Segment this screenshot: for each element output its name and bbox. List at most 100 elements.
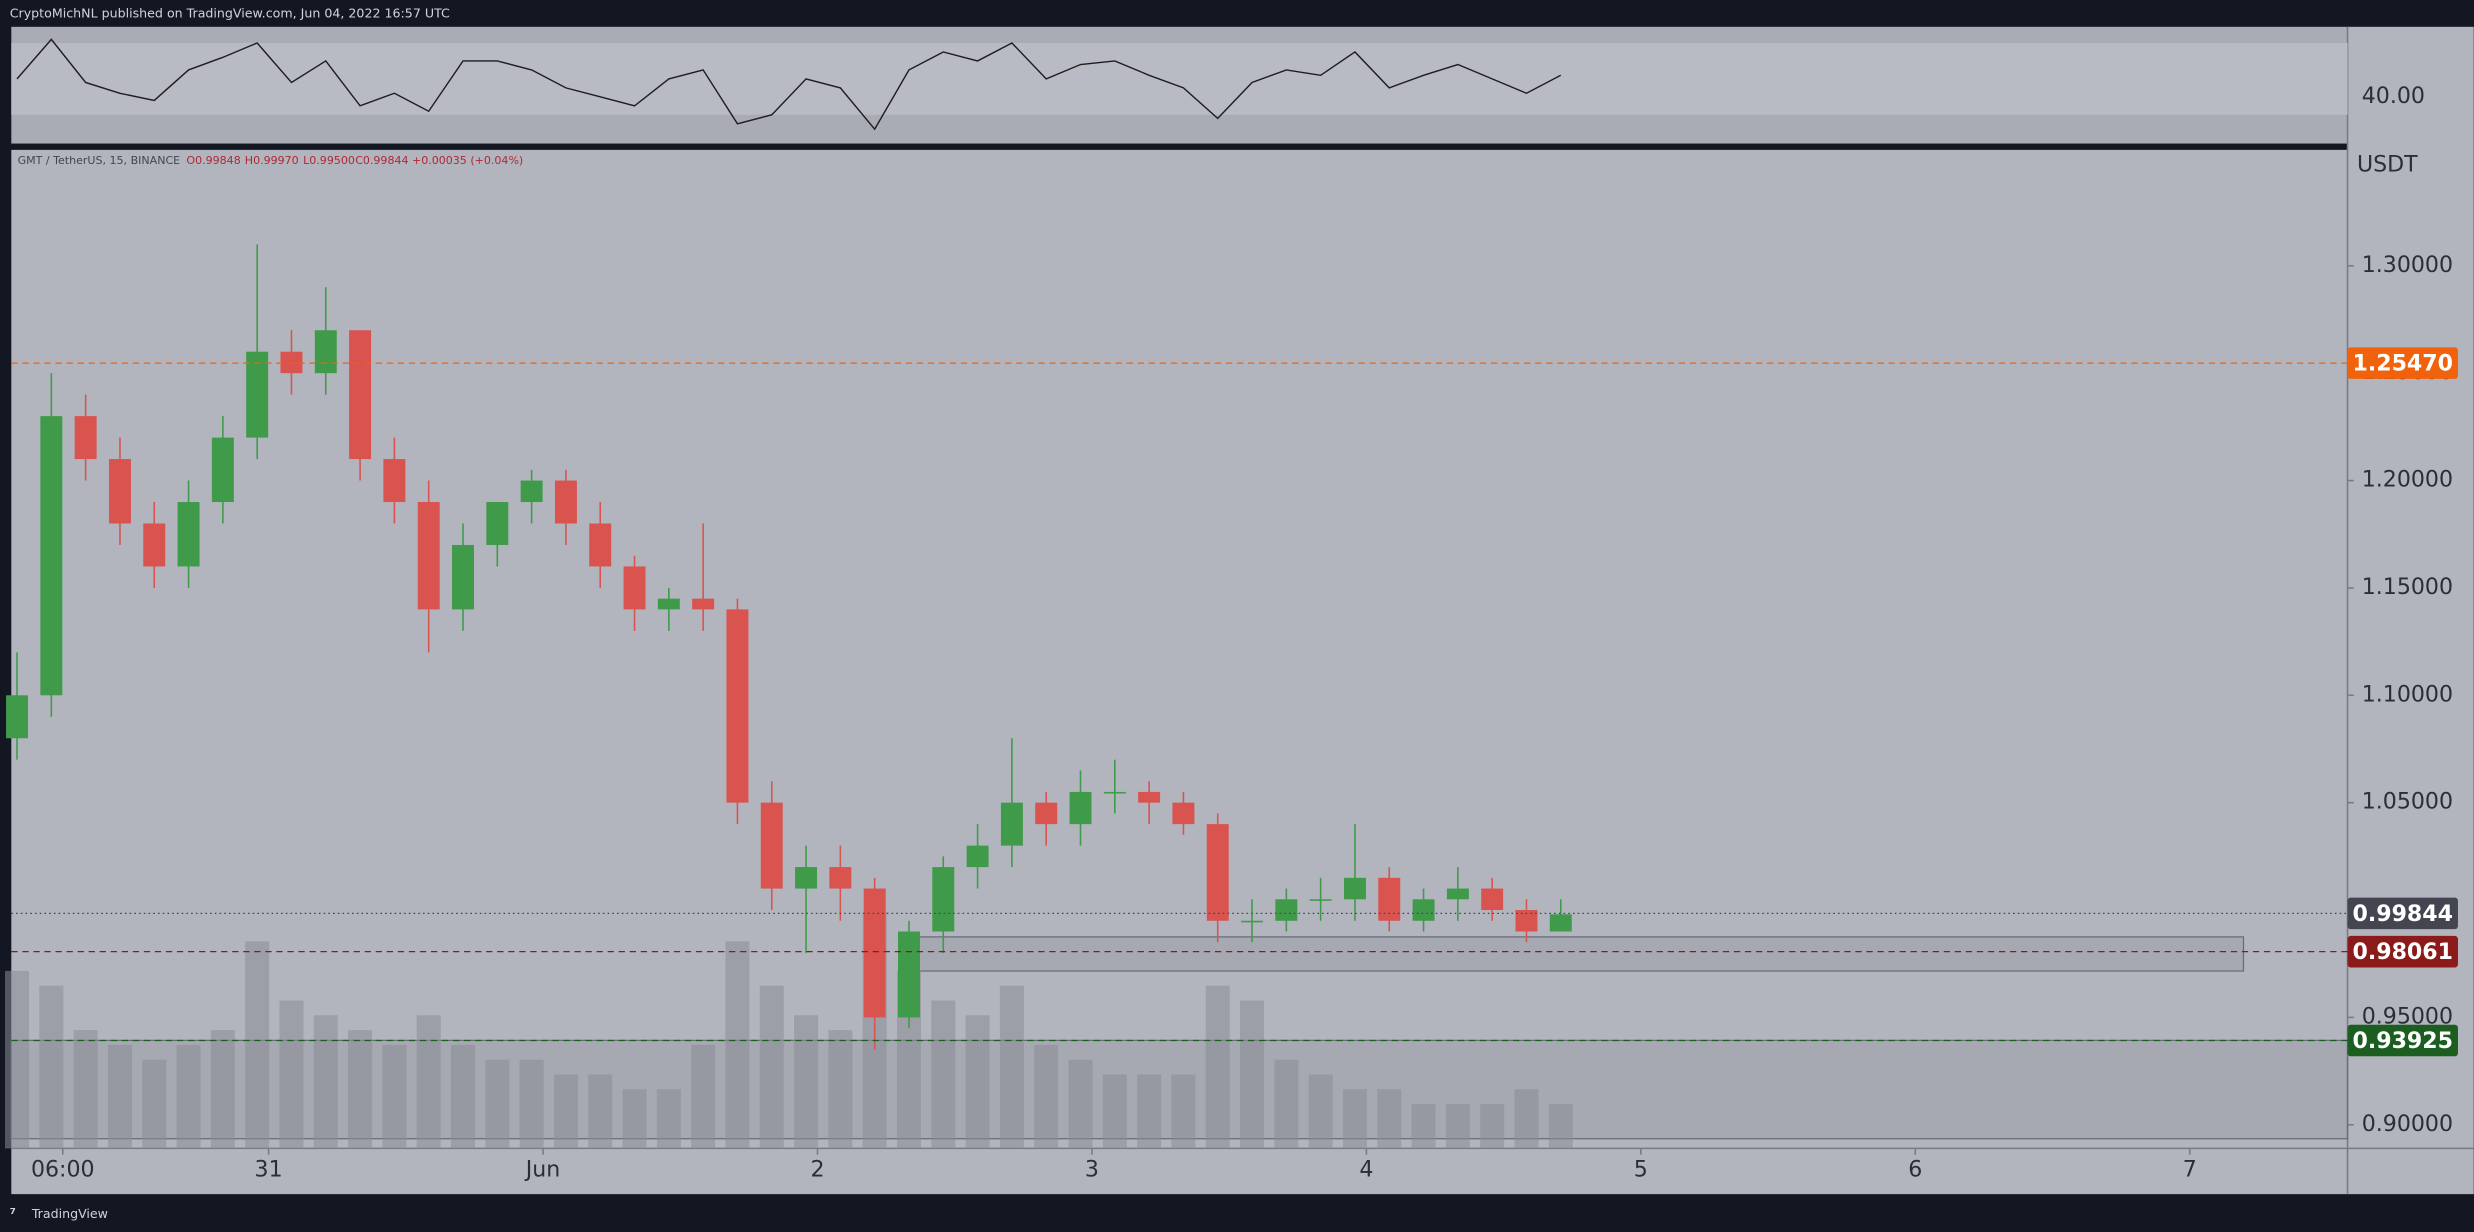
ohlc-close: C0.99844 xyxy=(355,154,408,167)
y-tick-label: 1.10000 xyxy=(2362,682,2453,707)
price-tag-label: 0.98061 xyxy=(2352,940,2453,965)
y-tick-label: 1.05000 xyxy=(2362,790,2453,815)
price-axis xyxy=(2347,26,2474,1195)
volume-bar xyxy=(588,1074,613,1149)
candle-body xyxy=(1172,802,1195,825)
candle-body xyxy=(40,416,63,696)
candle-body xyxy=(1035,802,1058,825)
candle-body xyxy=(589,523,612,567)
candle-body xyxy=(1103,791,1126,794)
candle-body xyxy=(1515,910,1538,932)
volume-bar xyxy=(1411,1104,1436,1149)
time-axis xyxy=(11,1148,2348,1195)
axis-unit: USDT xyxy=(2357,153,2418,178)
volume-bar xyxy=(1137,1074,1162,1149)
candle-body xyxy=(520,480,543,503)
candle-body xyxy=(1069,791,1092,825)
candle-body xyxy=(1549,914,1572,932)
rsi-tick-label: 40.00 xyxy=(2362,84,2425,109)
candle-body xyxy=(6,695,29,739)
ohlc-low: L0.99500 xyxy=(303,154,355,167)
volume-bar xyxy=(1240,1000,1265,1149)
ohlc-high: H0.99970 xyxy=(245,154,299,167)
candle-body xyxy=(246,351,269,438)
candle-body xyxy=(74,416,97,460)
candle-body xyxy=(452,544,474,610)
candle-body xyxy=(898,931,920,1018)
x-tick-label: 06:00 xyxy=(31,1157,95,1182)
ohlc-change: +0.00035 (+0.04%) xyxy=(412,154,523,167)
candle-body xyxy=(1481,888,1504,911)
y-tick-label: 0.90000 xyxy=(2362,1112,2453,1137)
volume-bar xyxy=(348,1030,373,1149)
candle-body xyxy=(280,351,303,374)
candle-body xyxy=(692,598,715,610)
candle-body xyxy=(1378,877,1401,921)
candle-body xyxy=(314,330,337,374)
price-panel xyxy=(11,149,2348,1149)
volume-bar xyxy=(279,1000,304,1149)
rsi-line xyxy=(16,38,1562,131)
candle-body xyxy=(1241,920,1264,923)
volume-bar xyxy=(313,1015,338,1149)
volume-bar xyxy=(1342,1089,1367,1149)
price-tag xyxy=(2347,897,2458,930)
y-tick-label: 1.20000 xyxy=(2362,468,2453,493)
candle-body xyxy=(1000,802,1023,846)
volume-bar xyxy=(1514,1089,1539,1149)
x-tick-label: Jun xyxy=(524,1157,561,1182)
x-tick-label: 4 xyxy=(1359,1157,1373,1182)
volume-bar xyxy=(1548,1104,1573,1149)
volume-bar xyxy=(519,1059,544,1149)
volume-bar xyxy=(1171,1074,1196,1149)
volume-bar xyxy=(210,1030,235,1149)
legend: GMT / TetherUS, 15, BINANCE O0.99848 H0.… xyxy=(18,154,524,167)
candle-body xyxy=(966,845,989,868)
volume-bar xyxy=(725,941,750,1149)
price-tag xyxy=(2347,1024,2458,1057)
x-tick-label: 5 xyxy=(1634,1157,1648,1182)
candle-body xyxy=(1138,791,1161,803)
volume-bar xyxy=(965,1015,990,1149)
volume-bar xyxy=(1034,1044,1059,1149)
volume-bar xyxy=(691,1044,716,1149)
candle-body xyxy=(211,437,234,503)
x-tick-label: 3 xyxy=(1085,1157,1099,1182)
volume-bar xyxy=(382,1044,407,1149)
candle-body xyxy=(1309,899,1332,901)
volume-bar xyxy=(1068,1059,1093,1149)
candle-body xyxy=(349,330,372,460)
candle-body xyxy=(623,566,646,610)
volume-bar xyxy=(1480,1104,1505,1149)
header: CryptoMichNL published on TradingView.co… xyxy=(10,6,450,21)
candle-body xyxy=(1206,824,1229,921)
ohlc-open: O0.99848 xyxy=(186,154,240,167)
candle-body xyxy=(829,867,852,889)
candle-body xyxy=(143,523,166,567)
price-tag-label: 0.93925 xyxy=(2352,1029,2453,1054)
candle-body xyxy=(108,459,131,524)
price-tag xyxy=(2347,347,2458,379)
candle-body xyxy=(726,609,749,803)
x-tick-label: 2 xyxy=(810,1157,824,1182)
volume-bar xyxy=(142,1059,167,1149)
volume-bar xyxy=(485,1059,510,1149)
volume-bar xyxy=(176,1044,201,1149)
logo: ⁷ xyxy=(10,1207,16,1223)
rsi-band xyxy=(11,42,2348,115)
symbol: GMT / TetherUS, 15, BINANCE xyxy=(18,154,181,167)
volume-bar xyxy=(245,941,270,1149)
volume-bar xyxy=(1445,1104,1470,1149)
price-tag xyxy=(2347,935,2458,968)
volume-bar xyxy=(622,1089,647,1149)
volume-bar xyxy=(759,985,784,1149)
volume-bar xyxy=(553,1074,578,1149)
candle-body xyxy=(1412,899,1435,921)
volume-bar xyxy=(450,1044,476,1149)
volume-bar xyxy=(73,1030,98,1149)
candle-body xyxy=(863,888,886,1018)
candle-body xyxy=(1446,888,1469,900)
footer: TradingView xyxy=(31,1206,108,1221)
candle-body xyxy=(932,867,955,932)
